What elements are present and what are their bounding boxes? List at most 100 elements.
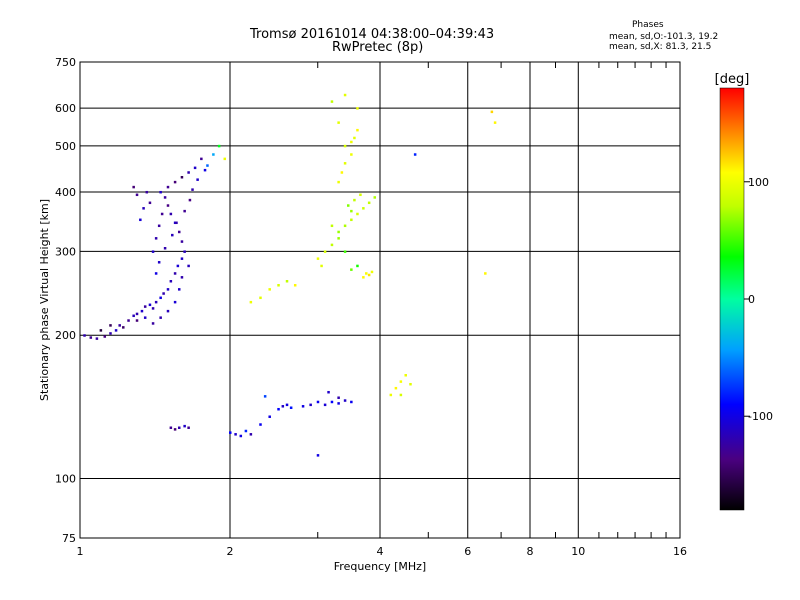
phases-x-mode: mean, sd,X: 81.3, 21.5 [609, 42, 712, 52]
y-axis-label: Stationary phase Virtual Height [km] [38, 199, 51, 401]
data-point [359, 193, 362, 197]
data-point [143, 305, 147, 308]
data-point [177, 426, 181, 429]
x-axis-label: Frequency [MHz] [334, 560, 426, 573]
data-point [176, 264, 180, 268]
data-point [203, 168, 207, 172]
data-point [343, 399, 347, 402]
colorbar [719, 87, 745, 511]
x-tick-label: 1 [77, 545, 84, 558]
data-point [187, 264, 190, 268]
data-point [268, 288, 271, 291]
data-point [127, 319, 130, 322]
data-point [135, 312, 139, 316]
data-point [490, 110, 494, 114]
data-point [173, 272, 177, 275]
data-point [187, 171, 190, 174]
data-point [151, 307, 155, 310]
data-point [249, 433, 253, 436]
data-point [145, 190, 149, 194]
data-point [289, 406, 293, 410]
data-point [343, 144, 347, 148]
data-point [367, 201, 371, 205]
data-point [239, 434, 243, 438]
data-point [244, 429, 248, 433]
data-point [285, 280, 289, 283]
data-point [200, 157, 203, 161]
data-point [316, 454, 320, 457]
data-point [340, 171, 344, 174]
chart-subtitle: RwPretec (8p) [332, 40, 424, 55]
data-point [343, 250, 347, 253]
data-point [99, 329, 103, 332]
data-point [259, 296, 262, 300]
data-point [135, 193, 139, 197]
data-point [166, 185, 170, 189]
data-point [160, 212, 164, 216]
data-point [173, 300, 177, 304]
data-point [484, 272, 487, 275]
data-point [196, 178, 199, 181]
y-tick-label: 300 [55, 245, 76, 258]
data-point [142, 207, 145, 210]
data-points [83, 93, 497, 457]
data-point [330, 224, 334, 228]
data-point [166, 204, 170, 207]
y-tick-label: 750 [55, 56, 76, 69]
data-point [157, 261, 161, 264]
x-axis-ticks: 1 2 4 6 8 10 16 [77, 62, 687, 558]
data-point [362, 207, 365, 210]
data-point [109, 324, 112, 327]
chart-title: Tromsø 20161014 04:38:00–04:39:43 [250, 27, 495, 42]
data-point [166, 309, 170, 313]
data-point [353, 198, 356, 202]
data-point [169, 426, 173, 429]
data-point [183, 209, 186, 213]
data-point [151, 322, 155, 325]
data-point [337, 402, 340, 405]
data-point [229, 431, 232, 434]
data-point [281, 405, 285, 408]
data-point [171, 233, 174, 237]
data-point [173, 180, 177, 184]
data-point [277, 284, 280, 287]
data-point [409, 382, 412, 386]
data-point [159, 316, 162, 319]
x-tick-label: 8 [527, 545, 534, 558]
colorbar-ticks: -100 0 100 [744, 176, 773, 423]
data-point [154, 300, 158, 304]
data-point [180, 175, 184, 179]
data-point [154, 237, 158, 240]
data-point [316, 400, 320, 404]
data-point [180, 257, 184, 260]
data-point [206, 164, 209, 167]
data-point [173, 221, 177, 225]
data-point [327, 390, 330, 394]
data-point [350, 400, 353, 404]
data-point [350, 209, 353, 213]
data-point [169, 280, 173, 283]
plot-frame [79, 61, 681, 539]
data-point [320, 264, 323, 268]
data-point [143, 316, 147, 319]
data-point [367, 273, 371, 277]
data-point [323, 250, 327, 253]
data-point [180, 276, 184, 279]
data-point [163, 196, 167, 199]
data-point [173, 428, 177, 431]
data-point [135, 319, 139, 322]
data-point [157, 224, 161, 228]
data-point [337, 180, 340, 184]
data-point [413, 153, 417, 156]
data-point [154, 272, 158, 275]
x-tick-label: 2 [227, 545, 234, 558]
data-point [109, 332, 112, 335]
data-point [118, 324, 121, 327]
data-point [177, 230, 181, 234]
x-tick-label: 16 [673, 545, 687, 558]
data-point [139, 218, 142, 222]
data-point [389, 393, 393, 397]
data-point [330, 100, 334, 103]
data-point [399, 393, 403, 397]
y-tick-label: 100 [55, 473, 76, 486]
